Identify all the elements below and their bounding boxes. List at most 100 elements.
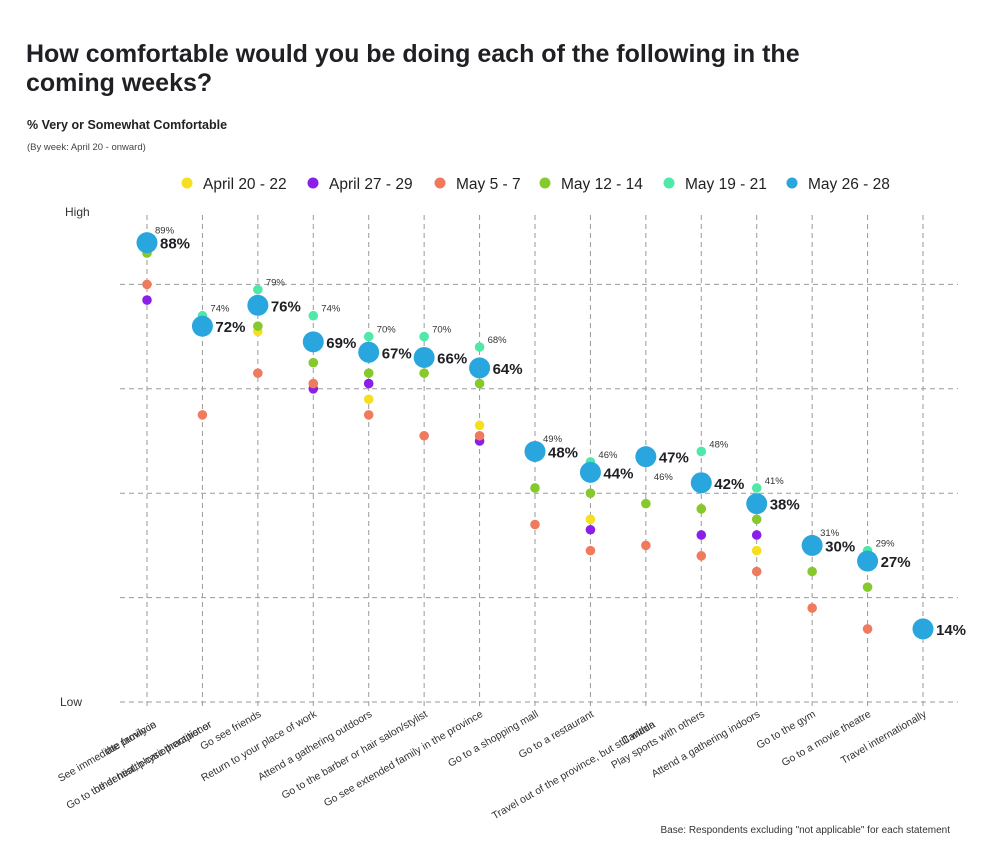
data-point-may19 [419,331,429,342]
data-label-may19: 89% [155,225,175,236]
data-point-may12 [363,368,374,378]
data-point-apr27 [751,530,762,540]
legend-marker [663,177,675,189]
data-point-may26 [746,493,768,515]
data-label-may19: 46% [598,450,618,461]
y-axis: High Low [60,205,90,709]
data-label-may26: 67% [382,345,412,362]
data-label-may19: 49% [543,434,563,445]
data-point-apr27 [696,530,707,540]
data-point-apr20 [751,545,762,556]
data-point-may26 [857,550,879,572]
legend-label: May 19 - 21 [685,176,767,193]
legend-label: May 26 - 28 [808,176,890,193]
data-label-may26: 72% [215,319,245,336]
data-point-apr27 [142,295,152,305]
data-point-may12 [530,483,540,493]
data-point-may5 [474,430,485,441]
data-point-may26 [136,232,158,254]
data-point-may5 [419,430,429,441]
data-point-may5 [253,368,263,378]
data-label-may26: 69% [326,335,356,352]
data-label-may19: 31% [820,528,840,539]
data-point-may12 [862,582,873,592]
data-point-may5 [807,603,817,613]
data-point-may12 [419,368,429,378]
x-axis-tick-label: Go to a shopping mall [446,708,540,769]
x-axis-tick-label: Travel out of the province, but still wi… [490,719,658,823]
legend-marker [786,177,798,189]
data-point-may19 [696,446,707,457]
data-label-may19: 29% [876,539,896,550]
data-label-may19: 68% [488,335,508,346]
data-point-apr27 [585,524,596,535]
footnote: Base: Respondents excluding "not applica… [660,825,950,836]
data-label-may26: 47% [659,450,689,467]
data-point-may5 [363,410,374,420]
data-label-may26: 76% [271,298,301,315]
data-point-may5 [862,624,873,634]
data-label-may26: 14% [936,622,966,639]
legend-marker [181,177,193,189]
data-label-may26: 27% [881,554,911,571]
data-point-may5 [696,551,707,561]
chart-title: How comfortable would you be doing each … [26,40,800,97]
legend-marker [539,177,551,189]
data-point-may26 [801,534,823,556]
data-labels: 89% 74% 79% 74% 70% 70% 68% 49% 46% 46% 48% 41% 31% 2… [155,225,966,639]
data-point-may26 [358,341,380,363]
chart-subtitle: % Very or Somewhat Comfortable [27,118,228,132]
data-point-may5 [751,566,762,577]
legend-label: April 27 - 29 [329,176,413,193]
data-point-apr20 [474,420,485,431]
data-point-may26 [247,294,269,316]
legend: April 20 - 22 April 27 - 29 May 5 - 7 May 1… [181,176,890,193]
data-label-may19: 46% [654,472,674,483]
data-label-may26: 30% [825,538,855,555]
data-label-may26: 88% [160,236,190,253]
data-points [136,232,934,640]
data-label-may19: 70% [432,325,452,336]
data-point-may12 [253,321,263,331]
data-point-may19 [253,284,263,295]
data-point-may12 [585,488,596,499]
data-point-may19 [363,331,374,342]
data-point-may5 [308,378,319,389]
data-point-may26 [524,440,546,462]
data-point-may12 [751,514,762,525]
data-point-may12 [696,504,707,514]
data-point-may12 [474,378,485,389]
data-label-may26: 66% [437,350,467,367]
data-point-apr20 [585,514,596,525]
legend-marker [307,177,319,189]
data-point-may12 [308,357,319,368]
data-point-apr20 [363,394,374,405]
data-label-may19: 48% [709,439,729,450]
y-axis-label-high: High [65,205,90,219]
data-point-may19 [474,342,485,352]
data-point-may26 [690,472,712,494]
data-point-may19 [308,310,319,321]
x-axis-tick-label: Go to a movie theatre [780,708,874,769]
data-label-may26: 48% [548,444,578,461]
data-label-may19: 41% [765,476,785,487]
legend-label: May 5 - 7 [456,176,521,193]
data-point-may26 [191,315,213,337]
data-point-may26 [635,446,657,468]
data-point-apr27 [363,378,374,389]
data-point-may5 [142,279,152,290]
data-point-may12 [807,566,817,577]
data-point-may5 [197,410,208,420]
data-point-may26 [912,618,934,640]
data-point-may26 [302,331,324,353]
data-label-may26: 42% [714,476,744,493]
legend-label: May 12 - 14 [561,176,643,193]
data-point-may5 [530,519,540,530]
data-label-may26: 44% [603,465,633,482]
legend-marker [434,177,446,189]
data-point-may19 [751,483,762,493]
data-point-may5 [585,545,596,556]
